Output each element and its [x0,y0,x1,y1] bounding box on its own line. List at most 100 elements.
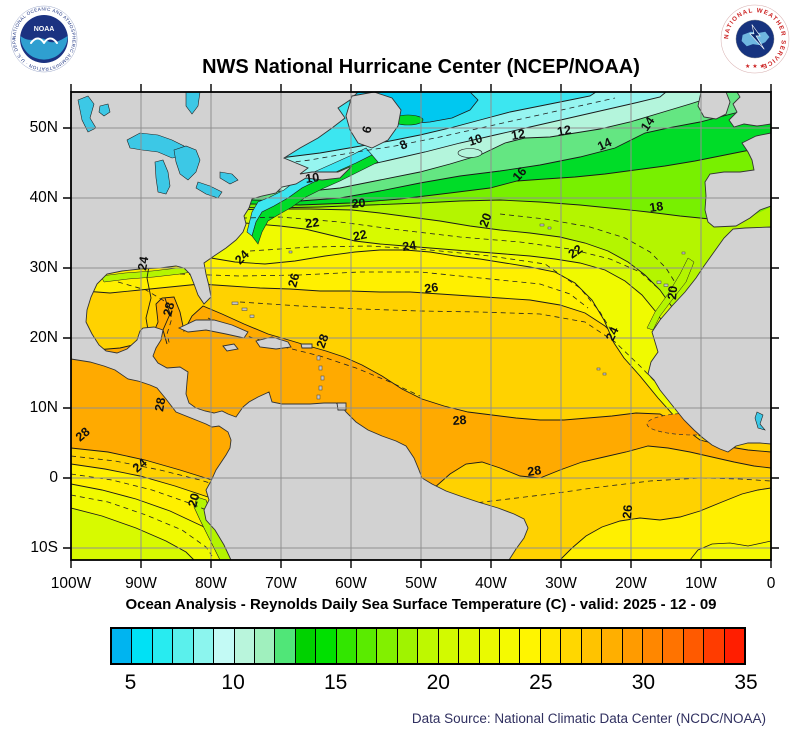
colorbar-cell [112,629,133,663]
isotherm-26s [559,487,771,560]
colorbar-tick-label: 35 [734,671,758,694]
contour-label: 20 [665,285,680,300]
land-france-iberia [704,132,771,228]
contour-label: 12 [510,127,526,143]
contour-label: 12 [556,123,572,139]
colorbar-cell [193,629,215,663]
contour-label: 20 [351,196,366,211]
isotherm-26s-band [560,488,771,560]
data-source-credit: Data Source: National Climatic Data Cent… [411,711,766,726]
lake-ontario [219,171,239,185]
colorbar-tick-label: 20 [426,671,450,694]
contour-label: 18 [648,199,664,215]
colorbar-cell [479,629,501,663]
colorbar-cell [602,629,623,663]
nws-lightning-icon [749,24,765,50]
sst-field [71,92,771,560]
contour-label: 24 [135,255,151,271]
noaa-seagull-icon [30,37,58,44]
colorbar-cell [316,629,337,663]
contour-label: 22 [304,215,320,231]
land-americas [71,92,529,560]
colorbar-cell [173,629,194,663]
land-hispaniola [255,336,292,350]
contour-label: 26 [620,504,635,519]
nws-stars: ★ ★ ★ [745,63,765,70]
colorbar-cell [704,629,725,663]
small-islands [231,223,686,400]
colorbar-cell [336,629,358,663]
land-africa [647,226,771,453]
contour-label: 28 [526,463,542,479]
contour-label: 28 [160,301,177,318]
contour-label: 14 [638,114,657,133]
colorbar-tick-label: 25 [529,671,553,694]
contour-label: 26 [285,272,302,289]
james-bay [185,92,201,115]
colorbar-cell [234,629,255,663]
pacific-isotherm-20-band [71,508,194,560]
colorbar-cell [357,629,378,663]
contour-label: 6 [359,124,374,134]
land-cuba [177,319,249,339]
contour-label: 22 [566,242,585,261]
colorbar-cell [540,629,562,663]
contour-label: 20 [477,211,495,229]
colorbar-cell [275,629,296,663]
colorbar-cell [459,629,480,663]
colorbar-cell [663,629,684,663]
graticule [71,92,771,560]
colorbar-cell [683,629,705,663]
lakes [77,92,766,431]
colorbar-cell [438,629,460,663]
land-uk [728,92,771,128]
land-puerto-rico [300,343,313,349]
colorbar-cell [642,629,664,663]
land-ireland [697,92,731,120]
contour-label: 20 [185,492,202,509]
nws-logo: NATIONAL WEATHER SERVICE ★ ★ ★ [720,4,790,74]
contour-label: 26 [423,280,439,296]
contour-label: 14 [595,135,614,154]
gulf-stream-front-strip [251,154,379,245]
map-caption: Ocean Analysis - Reynolds Daily Sea Surf… [125,596,717,613]
temperature-colorbar [110,627,746,665]
lake-michigan [154,159,171,195]
colorbar-cell [724,629,745,663]
pacific-isotherm-20 [71,507,195,560]
contour-label: 10 [467,131,485,149]
colorbar-cell [500,629,521,663]
land-trinidad [336,402,347,411]
contour-label: 24 [603,325,622,344]
colorbar-cell [418,629,439,663]
lake-huron [173,145,201,181]
colorbar-tick-label: 30 [631,671,656,694]
contour-label: 28 [452,413,467,428]
axis-ticks [63,84,779,568]
nws-logo-graphic: NATIONAL WEATHER SERVICE ★ ★ ★ [720,4,790,74]
contour-label: 22 [352,227,369,244]
colorbar-cell [581,629,603,663]
colorbar-cell [152,629,174,663]
land-jamaica [222,343,239,352]
colorbar-tick-label: 10 [221,671,245,694]
colorbar-cell [397,629,419,663]
colorbar-cell [561,629,582,663]
colorbar-cell [214,629,235,663]
noaa-logo-graphic: NATIONAL OCEANIC AND ATMOSPHERIC ADMINIS… [10,5,78,73]
lake-volta [754,411,766,431]
colorbar-tick-labels: 5 10 15 20 25 30 35 [110,671,758,697]
noaa-logo: NATIONAL OCEANIC AND ATMOSPHERIC ADMINIS… [10,5,78,73]
colorbar-tick-label: 15 [323,671,348,694]
noaa-wordmark: NOAA [34,26,55,33]
colorbar-tick-label: 5 [124,671,137,694]
colorbar-cell [254,629,276,663]
landmasses [71,92,771,560]
contour-label: 10 [304,170,320,186]
page-title: NWS National Hurricane Center (NCEP/NOAA… [202,56,640,78]
colorbar-cell [132,629,153,663]
contour-label: 28 [314,332,332,350]
mediterranean-water [737,207,771,226]
